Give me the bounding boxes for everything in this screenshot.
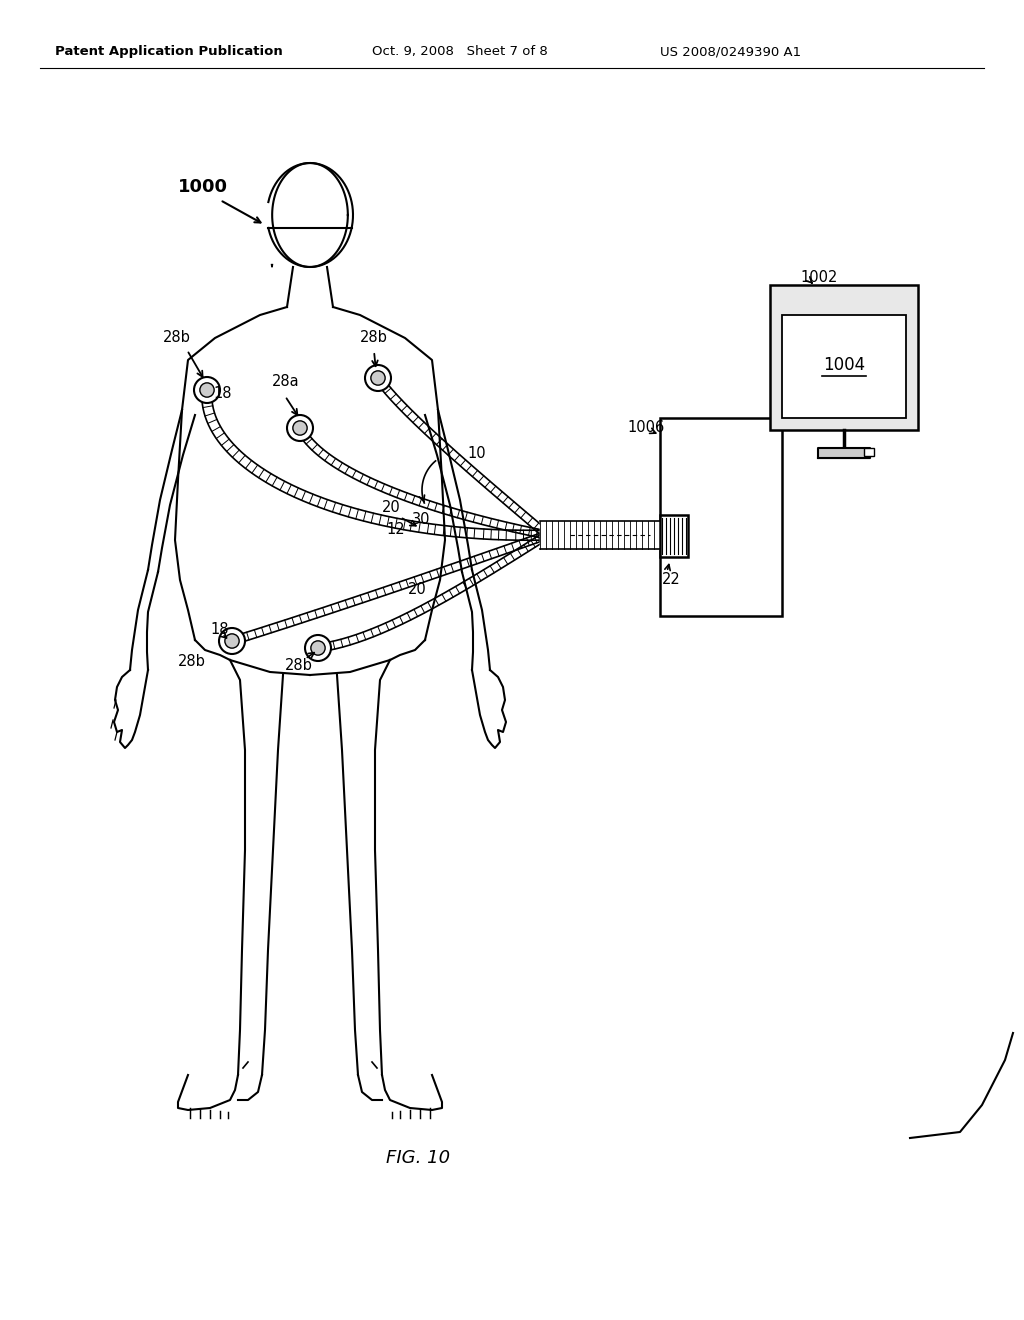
Text: US 2008/0249390 A1: US 2008/0249390 A1 — [660, 45, 801, 58]
Text: 28b: 28b — [360, 330, 388, 345]
Circle shape — [305, 635, 331, 661]
Bar — [660, 515, 688, 557]
Text: Patent Application Publication: Patent Application Publication — [55, 45, 283, 58]
Text: 18: 18 — [210, 623, 228, 638]
Text: 1002: 1002 — [800, 271, 838, 285]
Bar — [864, 447, 874, 455]
Text: 20: 20 — [408, 582, 427, 598]
Circle shape — [293, 421, 307, 436]
Polygon shape — [472, 671, 506, 748]
Text: 28b: 28b — [285, 657, 313, 672]
Text: 28b: 28b — [163, 330, 190, 346]
Text: 12: 12 — [386, 523, 404, 537]
Circle shape — [311, 640, 326, 655]
Text: 1000: 1000 — [178, 178, 228, 195]
Circle shape — [219, 628, 245, 653]
Text: 18: 18 — [213, 385, 231, 400]
Text: 22: 22 — [662, 573, 681, 587]
Circle shape — [365, 366, 391, 391]
Circle shape — [225, 634, 240, 648]
Text: 1006: 1006 — [627, 420, 665, 434]
Text: 1004: 1004 — [823, 356, 865, 375]
Bar — [782, 315, 906, 418]
Circle shape — [194, 378, 220, 403]
Text: 28b: 28b — [178, 655, 206, 669]
Polygon shape — [272, 162, 348, 267]
Circle shape — [200, 383, 214, 397]
Text: 28a: 28a — [272, 375, 300, 389]
Text: 30: 30 — [412, 512, 430, 528]
Text: 10: 10 — [467, 446, 485, 462]
Circle shape — [371, 371, 385, 385]
Bar — [660, 418, 782, 616]
Text: FIG. 10: FIG. 10 — [386, 1148, 451, 1167]
Text: Oct. 9, 2008   Sheet 7 of 8: Oct. 9, 2008 Sheet 7 of 8 — [372, 45, 548, 58]
Polygon shape — [114, 671, 148, 748]
Text: 20: 20 — [382, 500, 400, 516]
Bar — [770, 285, 918, 430]
Circle shape — [287, 414, 313, 441]
